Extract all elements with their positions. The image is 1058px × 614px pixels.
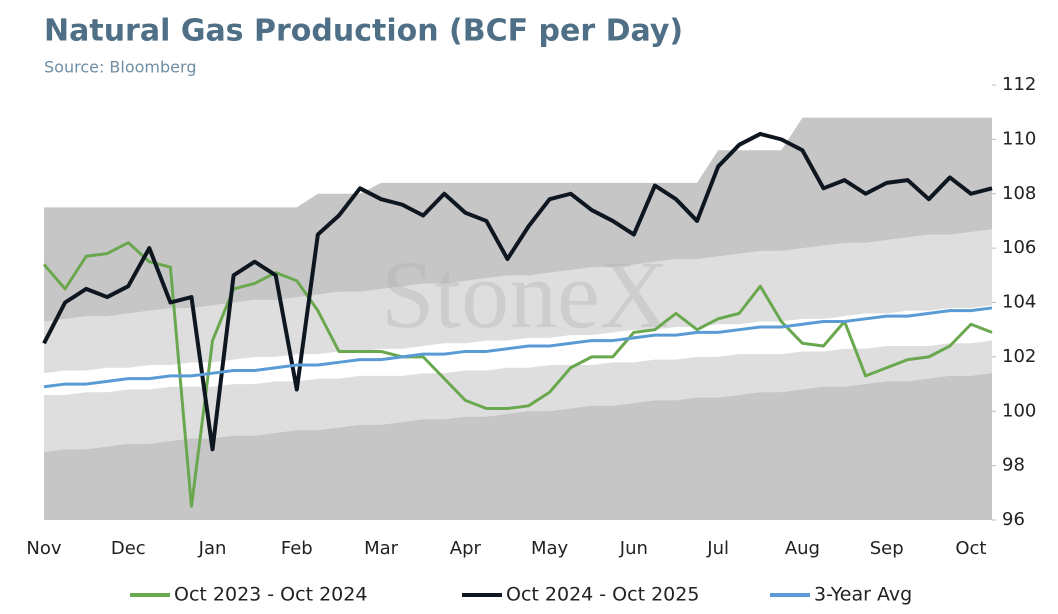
y-tick-label: 98 xyxy=(1002,455,1025,476)
x-tick-label: Aug xyxy=(785,538,820,559)
x-tick-label: Oct xyxy=(955,538,986,559)
x-tick-label: Jun xyxy=(619,538,648,559)
x-tick-label: Sep xyxy=(870,538,904,559)
series-line xyxy=(43,306,993,389)
series-line xyxy=(42,241,993,508)
y-tick-label: 102 xyxy=(1002,346,1036,367)
y-tick-label: 112 xyxy=(1002,74,1036,95)
chart-title: Natural Gas Production (BCF per Day) xyxy=(44,14,683,49)
x-tick-label: Jan xyxy=(198,538,227,559)
x-tick-label: Mar xyxy=(364,538,399,559)
x-tick-label: Apr xyxy=(450,538,482,559)
chart-subtitle: Source: Bloomberg xyxy=(44,58,196,77)
y-tick-label: 108 xyxy=(1002,183,1036,204)
x-tick-label: May xyxy=(531,538,569,559)
x-tick-label: Feb xyxy=(281,538,313,559)
x-tick-label: Dec xyxy=(111,538,146,559)
y-tick-label: 104 xyxy=(1002,292,1036,313)
y-tick-label: 100 xyxy=(1002,400,1036,421)
y-tick-label: 110 xyxy=(1002,128,1036,149)
y-tick-label: 106 xyxy=(1002,237,1036,258)
x-tick-label: Nov xyxy=(26,538,61,559)
legend-label: Oct 2024 - Oct 2025 xyxy=(506,584,699,606)
watermark: StoneX xyxy=(381,241,669,348)
y-tick-label: 96 xyxy=(1002,509,1025,530)
legend-label: Oct 2023 - Oct 2024 xyxy=(174,584,367,606)
x-tick-label: Jul xyxy=(706,538,729,559)
legend-label: 3-Year Avg xyxy=(814,584,912,606)
